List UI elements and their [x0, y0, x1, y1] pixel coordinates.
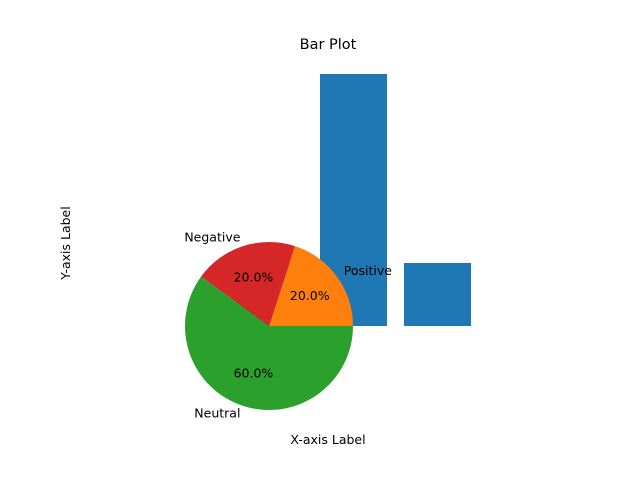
bar-3 — [404, 263, 471, 326]
pie-layer: Positive 20.0% Negative 20.0% Neutral 60.0% — [184, 230, 392, 421]
pie-label-neutral: Neutral — [194, 405, 240, 420]
x-axis-label: X-axis Label — [290, 432, 365, 447]
pie-label-positive: Positive — [344, 263, 392, 278]
chart-title: Bar Plot — [300, 37, 357, 53]
y-axis-label: Y-axis Label — [58, 206, 73, 280]
pie-slice-neutral — [185, 276, 353, 410]
pie-percent-negative: 20.0% — [234, 270, 274, 285]
pie-percent-neutral: 60.0% — [234, 365, 274, 380]
pie-slice-negative — [201, 242, 295, 326]
pie-slice-positive — [269, 246, 353, 326]
pie-percent-positive: 20.0% — [290, 288, 330, 303]
pie-label-negative: Negative — [184, 230, 240, 245]
